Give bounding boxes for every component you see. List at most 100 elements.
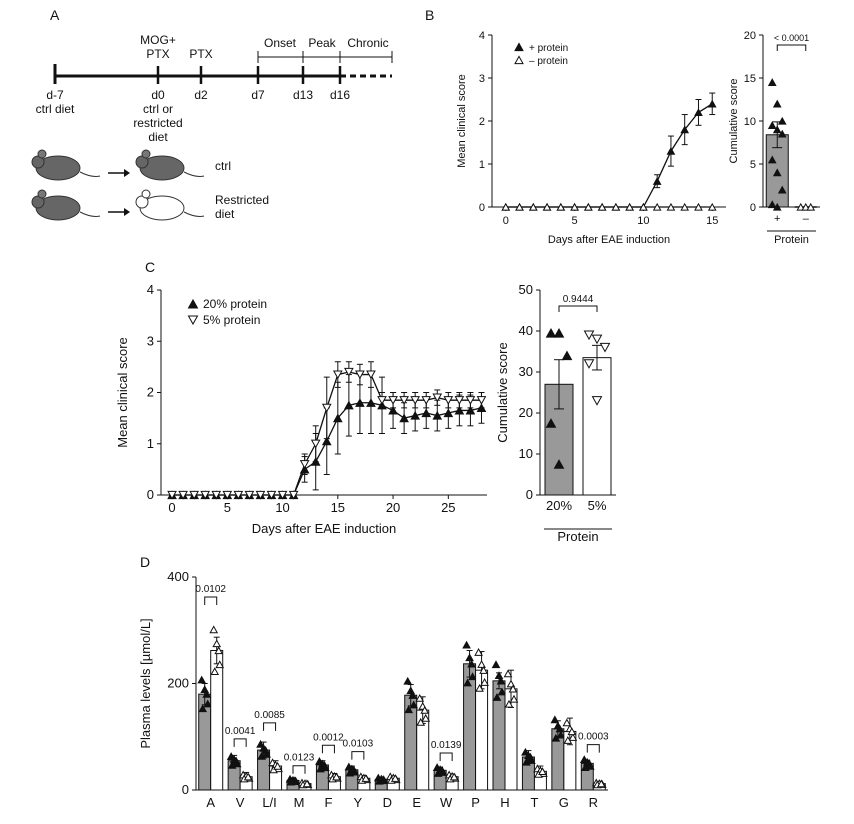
legend-label: – protein xyxy=(529,56,568,67)
mouse-icon-restricted-after xyxy=(135,189,205,221)
data-marker xyxy=(514,42,524,52)
phase-chronic: Chronic xyxy=(347,36,388,50)
data-marker xyxy=(443,408,454,418)
data-marker xyxy=(666,146,676,155)
data-marker xyxy=(777,185,787,194)
data-marker xyxy=(467,659,476,668)
data-marker xyxy=(290,776,300,785)
data-marker xyxy=(491,660,501,669)
data-marker xyxy=(639,202,648,211)
data-marker xyxy=(187,315,199,326)
mouse-icon-ctrl-before xyxy=(31,149,101,181)
panel-label-a: A xyxy=(50,7,60,23)
data-marker xyxy=(479,666,488,674)
data-marker xyxy=(801,202,811,211)
y-tick-label: 0 xyxy=(526,487,533,502)
y-tick-label: 200 xyxy=(167,676,189,691)
p-value-label: 0.0102 xyxy=(195,584,226,595)
data-marker xyxy=(553,459,565,469)
p-value-label: 0.0123 xyxy=(284,753,315,764)
y-tick-label: 0 xyxy=(479,202,485,214)
data-marker xyxy=(462,640,471,649)
p-bracket xyxy=(439,752,453,761)
x-axis-title: Days after EAE induction xyxy=(548,234,670,246)
data-marker xyxy=(377,396,387,405)
data-marker xyxy=(256,739,265,748)
p-value-label: 0.0085 xyxy=(254,710,285,721)
p-value-label: 0.0103 xyxy=(343,739,374,750)
p-value-label: 0.0041 xyxy=(225,726,256,737)
y-tick-label: 10 xyxy=(519,446,533,461)
data-marker xyxy=(320,760,329,769)
data-marker xyxy=(777,116,787,125)
data-marker xyxy=(266,490,277,500)
data-marker xyxy=(501,202,511,211)
data-marker xyxy=(777,129,787,138)
data-marker xyxy=(197,675,207,684)
category-label: + xyxy=(774,213,780,225)
category-label: 5% xyxy=(588,498,607,513)
data-marker xyxy=(514,55,524,65)
phase-onset: Onset xyxy=(264,36,297,50)
data-marker xyxy=(555,724,565,733)
data-marker xyxy=(214,646,224,655)
data-marker xyxy=(550,715,560,724)
data-marker xyxy=(515,202,524,211)
data-marker xyxy=(321,403,332,413)
data-marker xyxy=(567,727,577,736)
data-marker xyxy=(349,765,359,774)
data-marker xyxy=(332,413,343,423)
data-marker xyxy=(416,717,426,726)
data-marker xyxy=(443,396,454,405)
data-marker xyxy=(772,168,782,177)
data-marker xyxy=(198,704,208,713)
data-marker xyxy=(528,202,538,211)
p-bracket xyxy=(233,738,247,747)
data-marker xyxy=(680,125,690,134)
mouse-label-ctrl: ctrl xyxy=(215,159,231,173)
p-bracket xyxy=(558,305,598,312)
data-marker xyxy=(321,436,332,446)
data-marker xyxy=(231,756,241,765)
chart-c-left: 0 1 2 3 4 0 5 10 15 20 25 Days after EAE induction M… xyxy=(115,282,487,536)
data-marker xyxy=(390,774,400,782)
data-marker xyxy=(508,684,518,693)
data-marker xyxy=(767,121,777,129)
x-tick-label: 10 xyxy=(637,215,649,227)
category-label: P xyxy=(471,795,480,810)
data-marker xyxy=(388,396,398,405)
timeline-panel: Onset Peak Chronic MOG+ PTX PTX d-7 d0 d… xyxy=(31,33,393,221)
data-marker xyxy=(561,350,573,361)
y-tick-label: 5 xyxy=(750,159,756,171)
p-bracket xyxy=(776,44,807,51)
data-marker xyxy=(503,669,513,678)
x-tick-label: 0 xyxy=(503,215,509,227)
y-tick-label: 1 xyxy=(147,436,154,451)
data-marker xyxy=(463,678,472,687)
data-marker xyxy=(421,713,431,722)
data-marker xyxy=(415,693,425,702)
panel-label-d: D xyxy=(140,554,150,570)
data-marker xyxy=(222,490,233,500)
data-marker xyxy=(563,736,573,744)
data-marker xyxy=(542,202,552,211)
series-line xyxy=(505,103,713,208)
category-label: F xyxy=(324,795,332,810)
x-tick-label: 5 xyxy=(224,500,231,515)
phase-peak: Peak xyxy=(308,36,336,50)
data-marker xyxy=(504,699,514,708)
data-marker xyxy=(187,298,199,309)
group-mog: MOG+ xyxy=(140,33,176,47)
note-ctrl-diet: ctrl diet xyxy=(36,102,75,116)
p-bracket xyxy=(321,744,335,754)
data-marker xyxy=(591,334,603,345)
category-label: Y xyxy=(354,795,363,810)
data-marker xyxy=(625,202,634,211)
p-bracket xyxy=(263,722,277,731)
data-marker xyxy=(767,155,777,164)
data-marker xyxy=(652,177,662,185)
y-axis-title: Cumulative score xyxy=(495,342,510,442)
data-marker xyxy=(203,699,213,708)
p-bracket xyxy=(204,596,218,606)
y-tick-label: 0 xyxy=(147,487,154,502)
